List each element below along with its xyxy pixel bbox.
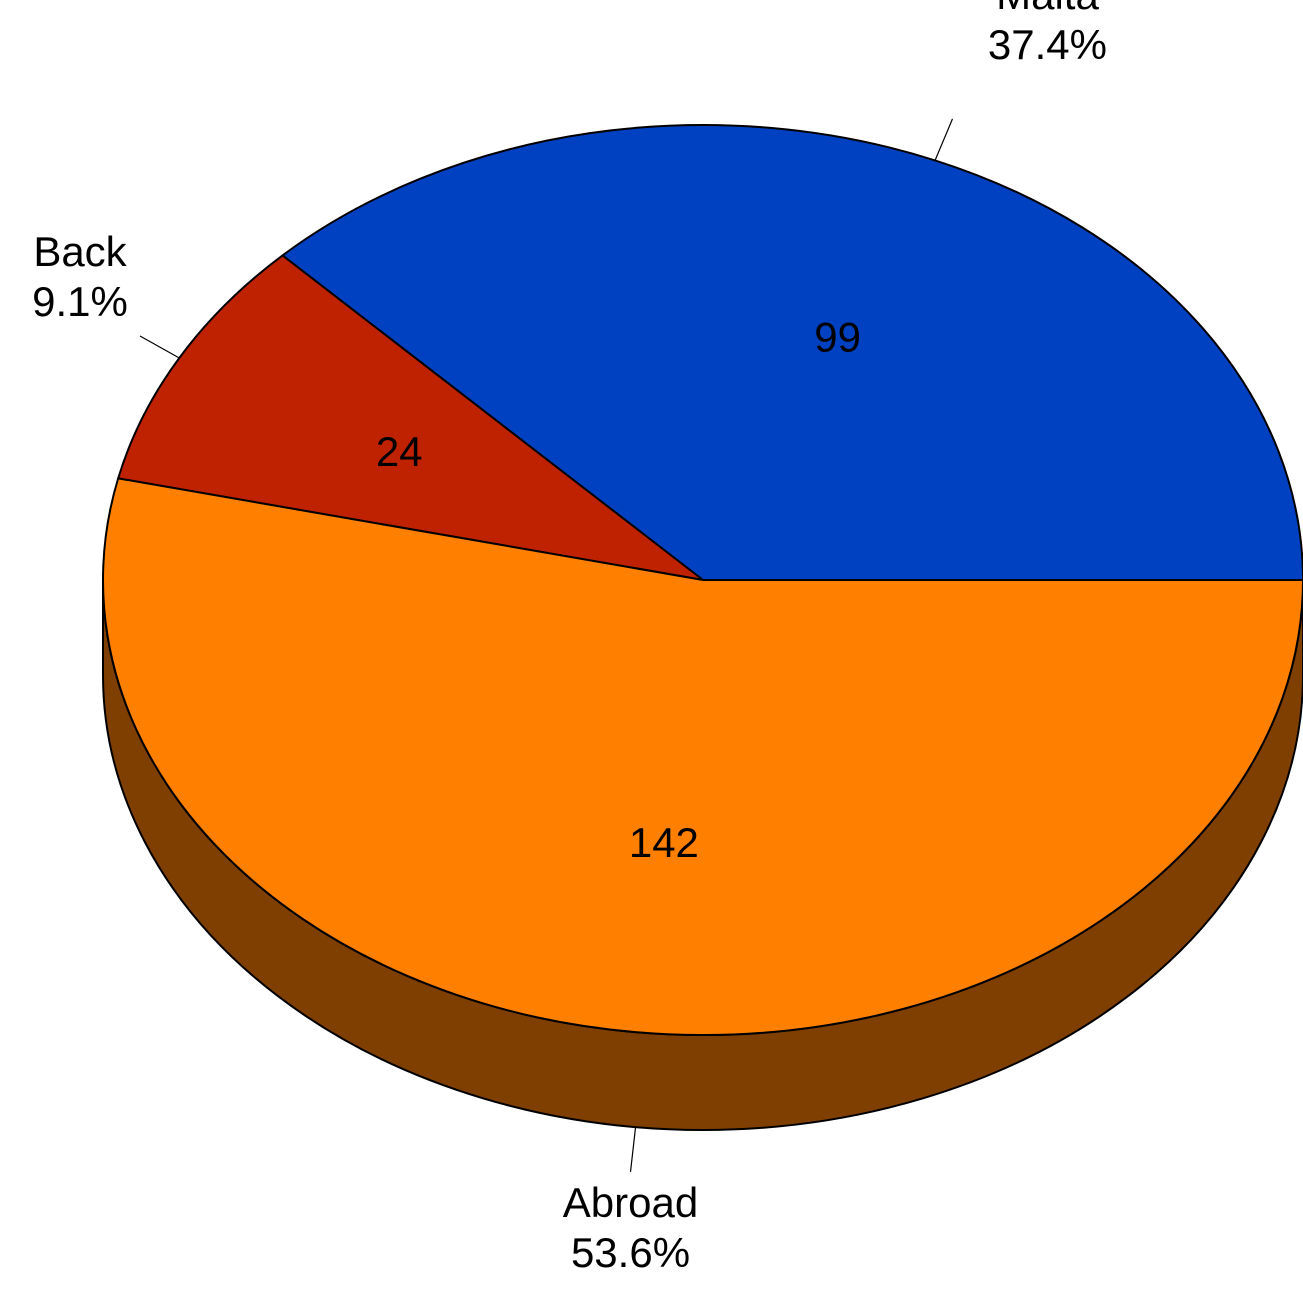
category-label-back: Back [33,228,127,275]
leader-lines [139,118,954,1172]
pie-slice-back[interactable] [117,254,704,581]
pie-slice-abroad[interactable] [102,477,1303,1036]
leader-line-back [139,335,180,359]
percent-label-abroad: 53.6% [571,1229,690,1276]
pie-slices [102,124,1303,1036]
pie-slice-malta[interactable] [281,124,1303,581]
value-label-back: 24 [376,428,423,475]
category-label-malta: Malta [996,0,1099,18]
value-label-abroad: 142 [629,819,699,866]
percent-label-back: 9.1% [32,278,128,325]
percent-label-malta: 37.4% [988,21,1107,68]
value-label-malta: 99 [814,314,861,361]
leader-line-malta [934,118,954,161]
category-label-abroad: Abroad [563,1179,698,1226]
leader-line-abroad [629,1127,637,1172]
